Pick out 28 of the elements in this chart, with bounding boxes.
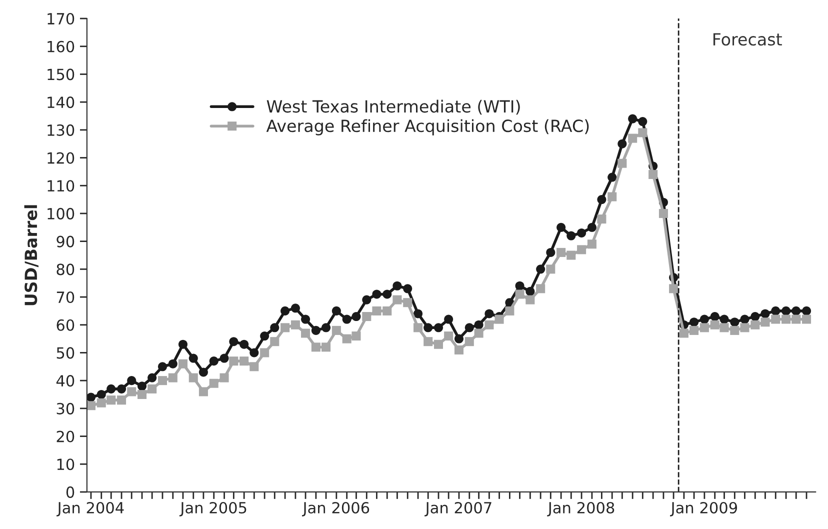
y-tick-label: 20: [56, 430, 74, 442]
x-tick-label: Jan 2006: [302, 502, 370, 516]
y-tick-label: 100: [48, 208, 74, 220]
y-tick-label: 170: [48, 12, 74, 25]
y-tick-label: 10: [57, 458, 74, 470]
x-tick-label: Jan 2005: [179, 502, 246, 516]
y-tick-label: 0: [66, 486, 74, 498]
ref-line-label: Forecast: [713, 33, 782, 46]
x-tick-label: Jan 2004: [56, 502, 124, 516]
legend-label: Average Refiner Acquisition Cost (RAC): [266, 119, 589, 136]
y-tick-label: 50: [56, 347, 74, 359]
y-tick-label: 30: [56, 402, 74, 414]
y-tick-label: 110: [48, 180, 74, 192]
y-tick-label: 160: [48, 40, 74, 52]
y-tick-label: 140: [48, 96, 74, 108]
y-tick-label: 130: [48, 124, 74, 136]
x-tick-label: Jan 2008: [547, 502, 614, 516]
y-tick-label: 90: [56, 236, 74, 248]
y-tick-label: 60: [56, 319, 74, 331]
y-tick-label: 80: [56, 264, 74, 276]
legend-label: West Texas Intermediate (WTI): [266, 100, 520, 115]
y-tick-label: 40: [56, 375, 74, 387]
y-tick-label: 70: [56, 291, 74, 304]
y-tick-label: 120: [48, 152, 74, 164]
y-tick-label: 150: [48, 68, 74, 80]
x-tick-label: Jan 2007: [424, 502, 492, 516]
y-axis-title: USD/Barrel: [24, 205, 38, 306]
x-tick-label: Jan 2009: [670, 502, 738, 516]
